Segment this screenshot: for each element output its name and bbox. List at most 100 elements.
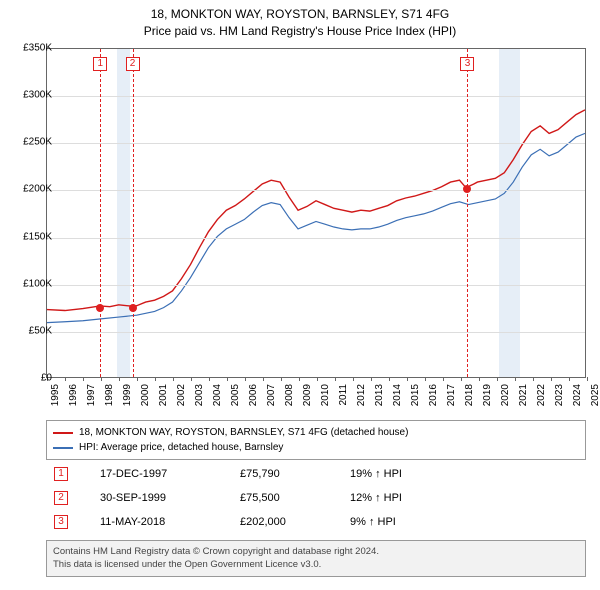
legend-text: HPI: Average price, detached house, Barn… bbox=[79, 440, 283, 455]
chart-title: 18, MONKTON WAY, ROYSTON, BARNSLEY, S71 … bbox=[0, 0, 600, 40]
sale-marker-label: 1 bbox=[93, 57, 107, 71]
sale-marker-dot bbox=[96, 304, 104, 312]
plot-area: 1 2 3 bbox=[46, 48, 586, 378]
sale-vline bbox=[100, 49, 101, 377]
x-tick bbox=[299, 377, 300, 381]
sale-marker-dot bbox=[463, 185, 471, 193]
y-axis-label: £350K bbox=[23, 43, 52, 54]
sale-price: £75,790 bbox=[240, 468, 350, 480]
x-tick bbox=[533, 377, 534, 381]
sale-marker-label: 2 bbox=[126, 57, 140, 71]
x-tick bbox=[335, 377, 336, 381]
x-tick bbox=[389, 377, 390, 381]
sale-delta: 19% ↑ HPI bbox=[350, 468, 586, 480]
gridline bbox=[47, 143, 585, 144]
y-axis-label: £250K bbox=[23, 137, 52, 148]
y-axis-label: £300K bbox=[23, 90, 52, 101]
y-axis-label: £100K bbox=[23, 278, 52, 289]
x-tick bbox=[317, 377, 318, 381]
x-axis-label: 1996 bbox=[68, 384, 79, 406]
x-tick bbox=[155, 377, 156, 381]
x-axis-label: 2017 bbox=[446, 384, 457, 406]
x-tick bbox=[245, 377, 246, 381]
x-axis-label: 2018 bbox=[464, 384, 475, 406]
y-axis-label: £200K bbox=[23, 184, 52, 195]
x-tick bbox=[443, 377, 444, 381]
sale-badge: 2 bbox=[54, 491, 68, 505]
sale-badge: 1 bbox=[54, 467, 68, 481]
sale-badge: 3 bbox=[54, 515, 68, 529]
footer-line2: This data is licensed under the Open Gov… bbox=[53, 558, 579, 571]
x-tick bbox=[83, 377, 84, 381]
x-axis-label: 2023 bbox=[554, 384, 565, 406]
x-axis-label: 2006 bbox=[248, 384, 259, 406]
x-axis-label: 2015 bbox=[410, 384, 421, 406]
sale-marker-dot bbox=[129, 304, 137, 312]
x-axis-label: 2011 bbox=[338, 384, 349, 406]
sales-table: 1 17-DEC-1997£75,79019% ↑ HPI 230-SEP-1999… bbox=[46, 462, 586, 534]
chart-container: 18, MONKTON WAY, ROYSTON, BARNSLEY, S71 … bbox=[0, 0, 600, 590]
sale-vline bbox=[133, 49, 134, 377]
y-axis-label: £50K bbox=[29, 325, 52, 336]
x-tick bbox=[353, 377, 354, 381]
sale-delta: 12% ↑ HPI bbox=[350, 492, 586, 504]
x-axis-label: 2024 bbox=[572, 384, 583, 406]
x-tick bbox=[227, 377, 228, 381]
gridline bbox=[47, 285, 585, 286]
x-tick bbox=[101, 377, 102, 381]
legend-item: 18, MONKTON WAY, ROYSTON, BARNSLEY, S71 … bbox=[53, 425, 579, 440]
gridline bbox=[47, 96, 585, 97]
x-tick bbox=[263, 377, 264, 381]
gridline bbox=[47, 190, 585, 191]
title-address: 18, MONKTON WAY, ROYSTON, BARNSLEY, S71 … bbox=[0, 6, 600, 23]
x-axis-label: 2012 bbox=[356, 384, 367, 406]
x-axis-label: 2000 bbox=[140, 384, 151, 406]
y-axis-label: £0 bbox=[41, 373, 52, 384]
x-axis-label: 1997 bbox=[86, 384, 97, 406]
sale-row: 230-SEP-1999£75,50012% ↑ HPI bbox=[46, 486, 586, 510]
legend-swatch bbox=[53, 447, 73, 449]
x-axis-label: 2019 bbox=[482, 384, 493, 406]
sale-vline bbox=[467, 49, 468, 377]
footer-line1: Contains HM Land Registry data © Crown c… bbox=[53, 545, 579, 558]
gridline bbox=[47, 332, 585, 333]
legend-swatch bbox=[53, 432, 73, 434]
x-axis-label: 2001 bbox=[158, 384, 169, 406]
x-tick bbox=[65, 377, 66, 381]
x-axis-label: 2013 bbox=[374, 384, 385, 406]
x-tick bbox=[209, 377, 210, 381]
x-axis-label: 2009 bbox=[302, 384, 313, 406]
x-tick bbox=[191, 377, 192, 381]
x-tick bbox=[461, 377, 462, 381]
sale-date: 11-MAY-2018 bbox=[100, 516, 240, 528]
sale-marker-label: 3 bbox=[460, 57, 474, 71]
series-property bbox=[47, 110, 585, 311]
x-axis-label: 1995 bbox=[50, 384, 61, 406]
x-tick bbox=[371, 377, 372, 381]
x-tick bbox=[479, 377, 480, 381]
x-tick bbox=[119, 377, 120, 381]
x-axis-label: 2010 bbox=[320, 384, 331, 406]
x-axis-label: 2004 bbox=[212, 384, 223, 406]
sale-delta: 9% ↑ HPI bbox=[350, 516, 586, 528]
x-tick bbox=[587, 377, 588, 381]
x-axis-label: 2005 bbox=[230, 384, 241, 406]
x-tick bbox=[137, 377, 138, 381]
legend-text: 18, MONKTON WAY, ROYSTON, BARNSLEY, S71 … bbox=[79, 425, 408, 440]
x-tick bbox=[569, 377, 570, 381]
x-axis-label: 2025 bbox=[590, 384, 600, 406]
x-axis-label: 2016 bbox=[428, 384, 439, 406]
sale-date: 17-DEC-1997 bbox=[100, 468, 240, 480]
x-axis-label: 2020 bbox=[500, 384, 511, 406]
x-axis-label: 2008 bbox=[284, 384, 295, 406]
sale-row: 1 17-DEC-1997£75,79019% ↑ HPI bbox=[46, 462, 586, 486]
sale-price: £75,500 bbox=[240, 492, 350, 504]
x-tick bbox=[407, 377, 408, 381]
x-axis-label: 2014 bbox=[392, 384, 403, 406]
x-tick bbox=[497, 377, 498, 381]
sale-row: 3 11-MAY-2018£202,0009% ↑ HPI bbox=[46, 510, 586, 534]
sale-price: £202,000 bbox=[240, 516, 350, 528]
x-axis-label: 2007 bbox=[266, 384, 277, 406]
x-tick bbox=[173, 377, 174, 381]
y-axis-label: £150K bbox=[23, 231, 52, 242]
